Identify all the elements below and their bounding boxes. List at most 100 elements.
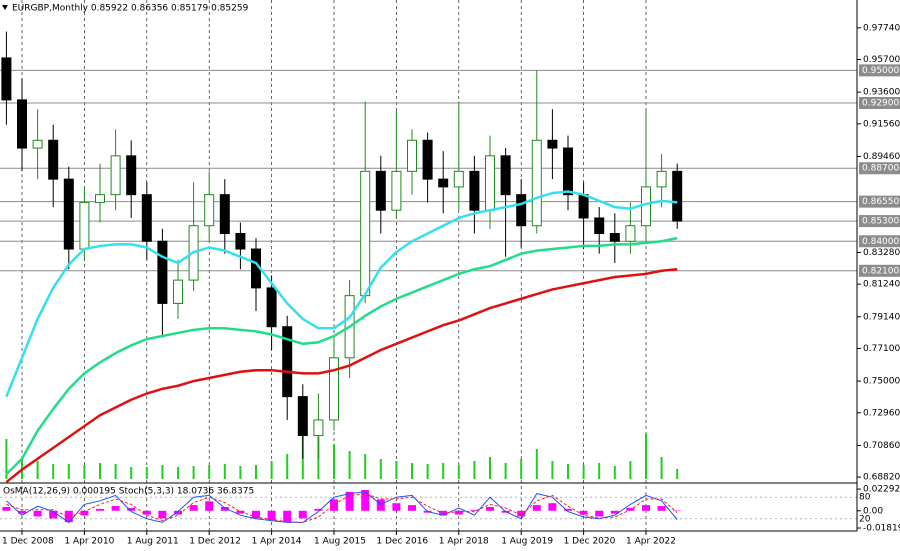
level-label: 0.92900 [862, 99, 899, 109]
volume-bar [114, 464, 117, 479]
candle-body [625, 225, 636, 242]
level-box [859, 195, 900, 208]
candle-body [407, 139, 417, 172]
y-tick-label: 0.93600 [863, 88, 900, 98]
osma-bar [408, 505, 416, 511]
volume-bar [177, 467, 179, 479]
osma-bar [189, 505, 198, 511]
osma-bar [314, 508, 323, 511]
osma-bar [376, 499, 385, 511]
candle-body [63, 178, 74, 250]
volume-bar [551, 461, 554, 479]
candle-body [17, 99, 27, 149]
level-box [859, 215, 900, 228]
y-tick-label: 0.70860 [863, 441, 900, 451]
candle-body [1, 57, 12, 101]
y-tick-label: 0.72960 [863, 408, 900, 418]
osma-bar [18, 510, 26, 514]
volume-bar [270, 461, 273, 479]
osma-tick-label: -0.018198 [863, 523, 900, 533]
volume-bar [348, 451, 351, 479]
y-tick-label: 0.95700 [863, 55, 900, 65]
stoch-tick-label: 80 [859, 493, 871, 503]
y-tick-label: 0.97740 [863, 23, 900, 33]
candle-body [235, 232, 246, 250]
level-box [859, 235, 900, 248]
volume-bar [161, 465, 164, 479]
indicator-title: OsMA(12,26,9) 0.000195 Stoch(5,3,3) 18.0… [3, 487, 254, 497]
candle-body [79, 201, 90, 250]
volume-bar [645, 434, 647, 479]
volume-bar [255, 465, 257, 479]
stoch-main [6, 491, 678, 524]
y-tick-label: 0.83280 [863, 248, 900, 258]
volume-bar [442, 463, 445, 479]
x-tick-label: 1 Dec 2016 [376, 537, 428, 547]
osma-bar [642, 505, 650, 511]
candle-body [578, 194, 589, 219]
level-box [859, 97, 900, 110]
candle-body [375, 170, 386, 211]
osma-bar [345, 491, 354, 511]
volume-bar [67, 464, 70, 479]
moving-average [5, 190, 678, 398]
candle-body [173, 279, 183, 304]
osma-bar [657, 506, 666, 511]
x-tick-label: 1 Aug 2011 [127, 537, 179, 547]
osma-bar [80, 510, 89, 516]
candle-body [360, 170, 371, 297]
candle-body [110, 155, 121, 196]
y-tick-label: 0.81240 [863, 280, 900, 290]
volume-bar [582, 465, 585, 479]
osma-bar [470, 509, 479, 511]
candle-body [516, 194, 527, 227]
candle-body [594, 217, 605, 234]
candle-body [500, 155, 511, 196]
volume-bar [379, 459, 382, 479]
osma-bar [330, 499, 338, 511]
moving-average [5, 267, 678, 484]
osma-bar [517, 510, 526, 517]
osma-bar [142, 510, 151, 515]
osma-bar [49, 510, 58, 519]
osma-bar [267, 510, 276, 521]
osma-bar [158, 510, 167, 519]
candle-body [485, 155, 495, 211]
x-tick-label: 1 Dec 2008 [2, 537, 54, 547]
level-label: 0.84000 [862, 237, 899, 247]
volume-bar [333, 444, 335, 479]
stoch-signal [6, 493, 678, 523]
osma-bar [174, 510, 182, 515]
volume-bar [208, 465, 211, 479]
osma-bar [548, 503, 557, 511]
volume-bar [520, 459, 523, 479]
candle-body [266, 287, 277, 328]
level-box [859, 64, 900, 77]
candle-body [672, 170, 683, 222]
candle-body [641, 186, 651, 227]
stoch-tick-label: 20 [859, 514, 871, 524]
menu-icon [2, 5, 8, 10]
x-tick-label: 1 Apr 2018 [439, 537, 489, 547]
volume-bar [535, 449, 538, 479]
candle-body [282, 326, 293, 398]
level-box [859, 162, 900, 175]
candle-body [547, 139, 558, 149]
osma-bar [127, 507, 136, 511]
volume-bar [364, 454, 367, 479]
candle-body [609, 232, 620, 242]
candle-body [329, 357, 339, 421]
candle-body [95, 194, 105, 203]
level-label: 0.82100 [862, 266, 899, 276]
volume-bar [567, 464, 569, 479]
candle-body [126, 155, 137, 196]
candle-body [438, 178, 449, 188]
level-label: 0.88700 [862, 164, 899, 174]
y-tick-label: 0.75000 [863, 377, 900, 387]
level-label: 0.95000 [862, 66, 899, 76]
osma-bar [564, 508, 572, 511]
volume-bar [223, 464, 226, 479]
level-label: 0.86550 [862, 197, 899, 207]
candle-body [656, 170, 667, 188]
